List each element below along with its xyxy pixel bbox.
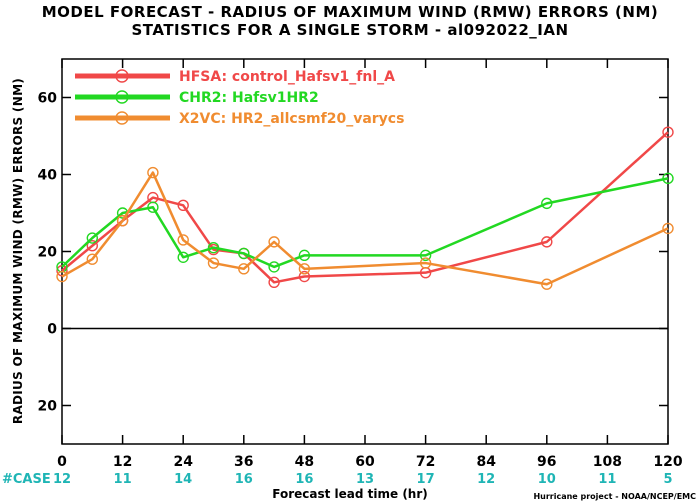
case-label: #CASE (2, 472, 51, 487)
data-point (207, 257, 220, 269)
data-point (86, 232, 99, 244)
data-point (238, 247, 250, 260)
y-tick-label: 60 (38, 91, 58, 107)
legend-marker (115, 69, 129, 83)
legend-label: X2VC: HR2_allcsmf20_varycs (179, 111, 404, 127)
x-tick-label: 48 (295, 454, 314, 470)
x-tick-label: 96 (537, 454, 556, 470)
case-count: 13 (356, 472, 374, 487)
y-axis-label: RADIUS OF MAXIMUM WIND (RMW) ERRORS (NM) (11, 78, 25, 424)
y-tick-label: 0 (47, 322, 57, 338)
x-tick-label: 108 (593, 454, 622, 470)
data-point (56, 270, 68, 283)
data-point (177, 251, 189, 263)
chart-title: MODEL FORECAST - RADIUS OF MAXIMUM WIND … (42, 3, 659, 21)
data-point (298, 263, 311, 275)
x-tick-label: 84 (476, 454, 496, 470)
data-point (116, 214, 129, 227)
y-tick-label: 20 (38, 245, 58, 261)
legend-label: CHR2: Hafsv1HR2 (179, 90, 319, 106)
data-point (298, 249, 311, 262)
data-point (662, 222, 674, 235)
data-point (86, 253, 99, 265)
case-count: 10 (538, 472, 556, 487)
case-count: 12 (53, 472, 71, 487)
x-tick-label: 12 (113, 454, 132, 470)
case-count: 11 (114, 472, 132, 487)
data-point (238, 263, 250, 275)
legend-marker (115, 111, 129, 125)
case-count: 16 (295, 472, 313, 487)
case-count: 12 (477, 472, 495, 487)
legend-label: HFSA: control_Hafsv1_fnl_A (179, 69, 395, 85)
y-tick-label: 40 (38, 168, 58, 184)
case-count: 5 (663, 472, 672, 487)
data-point (298, 270, 311, 283)
data-point (268, 236, 280, 248)
case-count: 14 (174, 472, 192, 487)
x-axis-label: Forecast lead time (hr) (272, 487, 428, 501)
y-tick-label: 20 (38, 399, 58, 415)
data-point (419, 249, 432, 262)
chart-subtitle: STATISTICS FOR A SINGLE STORM - al092022… (132, 21, 569, 39)
x-tick-label: 60 (355, 454, 375, 470)
data-point (86, 240, 99, 252)
x-tick-label: 36 (234, 454, 253, 470)
data-point (177, 199, 189, 212)
data-point (662, 126, 674, 138)
x-tick-label: 120 (653, 454, 682, 470)
data-point (541, 278, 553, 290)
x-tick-label: 72 (416, 454, 435, 470)
data-point (541, 197, 553, 210)
legend-entry: HFSA: control_Hafsv1_fnl_A (75, 69, 395, 85)
legend-entry: X2VC: HR2_allcsmf20_varycs (75, 111, 404, 127)
data-point (147, 201, 159, 213)
data-point (662, 172, 674, 185)
legend-entry: CHR2: Hafsv1HR2 (75, 90, 319, 106)
case-count: 17 (417, 472, 435, 487)
x-tick-label: 24 (173, 454, 193, 470)
data-point (177, 234, 189, 246)
series-line (61, 177, 669, 269)
data-point (541, 236, 553, 248)
x-tick-label: 0 (57, 454, 67, 470)
case-count: 16 (235, 472, 253, 487)
data-point (147, 166, 159, 179)
series-2 (56, 172, 674, 273)
series-line (61, 171, 669, 286)
case-count: 11 (598, 472, 616, 487)
series-3 (56, 166, 674, 290)
data-point (268, 261, 280, 273)
data-point (419, 257, 432, 269)
data-point (207, 241, 220, 254)
credit-text: Hurricane project - NOAA/NCEP/EMC (533, 492, 696, 501)
legend-marker (115, 90, 129, 104)
data-point (268, 276, 280, 288)
